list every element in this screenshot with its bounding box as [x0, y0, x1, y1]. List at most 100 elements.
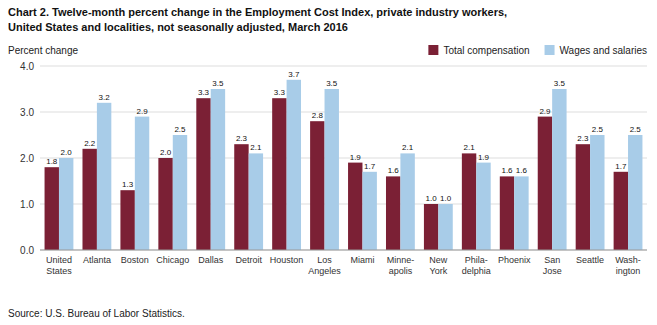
bar [234, 144, 248, 250]
data-label: 2.5 [174, 125, 186, 134]
bar [576, 144, 590, 250]
bar [82, 149, 96, 250]
data-label: 1.6 [516, 166, 528, 175]
bar [514, 176, 528, 250]
data-label: 2.1 [250, 143, 262, 152]
bar [348, 163, 362, 250]
data-label: 2.5 [592, 125, 604, 134]
data-label: 1.0 [426, 194, 438, 203]
bar [538, 117, 552, 250]
x-tick-label: Seattle [576, 255, 604, 265]
data-label: 1.9 [350, 153, 362, 162]
y-tick-label: 4.0 [20, 61, 34, 72]
legend-swatch [545, 45, 555, 55]
data-label: 3.3 [274, 88, 286, 97]
bar [325, 89, 339, 250]
x-tick-label: Chicago [156, 255, 189, 265]
y-tick-label: 3.0 [20, 107, 34, 118]
legend-label: Total compensation [443, 45, 529, 56]
grid-line [40, 250, 647, 251]
bar [310, 121, 324, 250]
legend: Wages and salaries Total compensation [428, 45, 647, 56]
y-tick-label: 1.0 [20, 199, 34, 210]
x-tick-label: NewYork [429, 255, 448, 276]
x-tick-label: Miami [350, 255, 374, 265]
y-tick-label: 0.0 [20, 245, 34, 256]
y-tick-label: 2.0 [20, 153, 34, 164]
x-tick-label: Wash-ington [615, 255, 641, 276]
y-axis-label: Percent change [8, 45, 78, 56]
data-label: 2.9 [539, 107, 551, 116]
x-tick-label: Phoenix [498, 255, 531, 265]
legend-label: Wages and salaries [560, 45, 647, 56]
data-label: 3.3 [198, 88, 210, 97]
data-label: 2.0 [61, 148, 73, 157]
x-tick-label: Minne-apolis [387, 255, 415, 276]
data-label: 1.9 [478, 153, 490, 162]
data-label: 2.2 [84, 139, 96, 148]
x-tick-label: LosAngeles [308, 255, 341, 276]
data-label: 1.6 [388, 166, 400, 175]
data-label: 2.1 [402, 143, 414, 152]
bar [438, 204, 452, 250]
bar [614, 172, 628, 250]
x-axis-line [40, 250, 647, 251]
x-tick-label: Houston [270, 255, 304, 265]
legend-swatch [428, 45, 438, 55]
data-label: 2.8 [312, 111, 324, 120]
bar [135, 117, 149, 250]
x-tick-label: Detroit [235, 255, 262, 265]
bar [590, 135, 604, 250]
bar [476, 163, 490, 250]
bar [628, 135, 642, 250]
data-label: 1.3 [122, 180, 134, 189]
bar [120, 190, 134, 250]
bar [59, 158, 73, 250]
x-tick-label: Dallas [198, 255, 224, 265]
data-label: 2.3 [577, 134, 589, 143]
grid-line [40, 66, 647, 67]
bar [45, 167, 59, 250]
data-label: 1.7 [364, 162, 376, 171]
bar [211, 89, 225, 250]
bar [462, 153, 476, 250]
bar [196, 98, 210, 250]
data-label: 1.7 [615, 162, 627, 171]
bars [45, 80, 643, 250]
data-label: 2.1 [464, 143, 476, 152]
subtitle: United States and localities, not season… [8, 21, 348, 33]
bar [386, 176, 400, 250]
data-label: 3.2 [99, 93, 111, 102]
chart: Chart 2. Twelve-month percent change in … [0, 0, 657, 325]
bar [97, 103, 111, 250]
data-label: 1.8 [46, 157, 58, 166]
x-tick-label: Atlanta [83, 255, 111, 265]
data-label: 2.0 [160, 148, 172, 157]
data-labels: 1.8 2.2 1.3 2.0 3.3 2.3 3.3 2.8 1.9 1.6 1.0 2.1 1.6 2… [46, 70, 641, 203]
x-tick-label: Boston [121, 255, 149, 265]
bar [272, 98, 286, 250]
bar [287, 80, 301, 250]
bar [173, 135, 187, 250]
bar [400, 153, 414, 250]
data-label: 2.9 [136, 107, 148, 116]
data-label: 1.0 [440, 194, 452, 203]
bar [158, 158, 172, 250]
annotation: Source: U.S. Bureau of Labor Statistics. [8, 308, 185, 319]
data-label: 2.5 [630, 125, 642, 134]
x-tick-label: SanJose [543, 255, 562, 276]
data-label: 3.7 [288, 70, 300, 79]
bar [362, 172, 376, 250]
data-label: 3.5 [326, 79, 338, 88]
title: Chart 2. Twelve-month percent change in … [8, 6, 507, 18]
data-label: 1.6 [501, 166, 513, 175]
data-label: 2.3 [236, 134, 248, 143]
x-tick-label: Phila-delphia [462, 255, 491, 276]
bar [552, 89, 566, 250]
bar [249, 153, 263, 250]
data-label: 3.5 [212, 79, 224, 88]
bar [424, 204, 438, 250]
data-label: 3.5 [554, 79, 566, 88]
bar [500, 176, 514, 250]
x-tick-label: UnitedStates [46, 255, 72, 276]
